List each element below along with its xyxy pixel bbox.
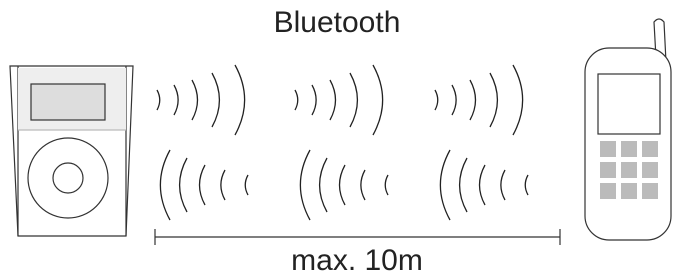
wave-arc: [470, 80, 476, 120]
title: Bluetooth: [274, 6, 401, 39]
wave-arc: [157, 90, 160, 110]
key: [621, 183, 637, 199]
wave-arc: [501, 170, 505, 200]
wave-arc: [212, 73, 219, 127]
wave-arc: [300, 150, 310, 220]
wave-arc: [373, 65, 383, 135]
key: [621, 141, 637, 157]
range-line: [155, 229, 560, 245]
wave-arc: [340, 165, 346, 205]
wave-arc: [192, 80, 198, 120]
signal-waves: [157, 65, 528, 220]
wave-arc: [221, 170, 225, 200]
key: [642, 141, 658, 157]
diagram: Bluetooth max. 10m: [0, 0, 681, 277]
range-label: max. 10m: [291, 244, 423, 277]
key: [642, 162, 658, 178]
wave-arc: [174, 85, 178, 115]
wave-arc: [330, 80, 336, 120]
wave-arc: [460, 158, 467, 212]
wave-arc: [320, 158, 327, 212]
wave-arc: [180, 158, 187, 212]
wave-arc: [480, 165, 486, 205]
wave-arc: [200, 165, 206, 205]
wave-arc: [160, 150, 170, 220]
wave-arc: [513, 65, 523, 135]
wave-arc: [452, 85, 456, 115]
wave-arc: [525, 175, 528, 195]
wave-arc: [435, 90, 438, 110]
wave-arc: [350, 73, 357, 127]
wave-arc: [385, 175, 388, 195]
wave-arc: [295, 90, 298, 110]
key: [600, 183, 616, 199]
keypad: [600, 141, 658, 199]
key: [600, 162, 616, 178]
wave-arc: [235, 65, 245, 135]
mobile-phone: [585, 19, 671, 240]
wave-arc: [245, 175, 248, 195]
music-player: [10, 66, 133, 236]
wave-arc: [440, 150, 450, 220]
key: [642, 183, 658, 199]
wave-arc: [361, 170, 365, 200]
key: [621, 162, 637, 178]
page: {"title": "Bluetooth", "range_label": "m…: [0, 0, 681, 277]
wave-arc: [312, 85, 316, 115]
wave-arc: [490, 73, 497, 127]
key: [600, 141, 616, 157]
